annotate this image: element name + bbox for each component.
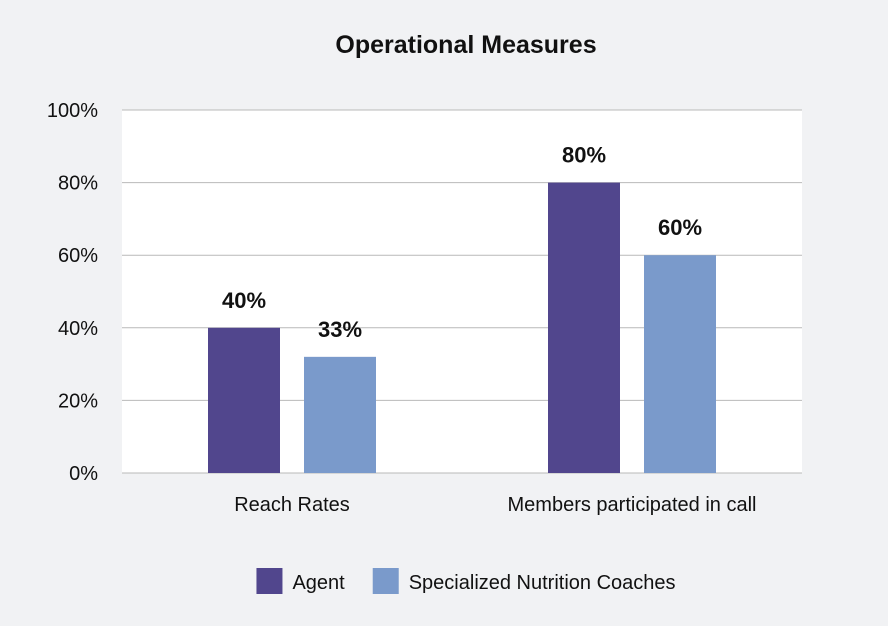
data-label: 40% [222,288,266,313]
bar [208,327,280,473]
bar [644,255,716,473]
data-labels: 40% 33% 80% 60% [222,143,702,342]
chart-title: Operational Measures [335,31,596,59]
y-tick-label: 40% [58,318,98,340]
y-tick-label: 60% [58,245,98,267]
bars [208,182,716,473]
x-axis-categories: Reach Rates Members participated in call [234,494,756,516]
legend: Agent Specialized Nutrition Coaches [256,568,676,594]
y-tick-label: 20% [58,390,98,412]
y-tick-label: 80% [58,173,98,195]
legend-label: Agent [292,572,345,594]
data-label: 80% [562,143,606,168]
bar [548,182,620,473]
y-axis-ticks: 0% 20% 40% 60% 80% 100% [47,100,98,485]
x-category-label: Reach Rates [234,494,350,516]
legend-swatch [256,568,283,594]
data-label: 33% [318,317,362,342]
data-label: 60% [658,215,702,240]
y-tick-label: 0% [69,463,98,485]
legend-label: Specialized Nutrition Coaches [409,572,676,594]
legend-swatch [372,568,399,594]
x-category-label: Members participated in call [508,494,757,516]
bar [304,356,376,473]
y-tick-label: 100% [47,100,98,122]
